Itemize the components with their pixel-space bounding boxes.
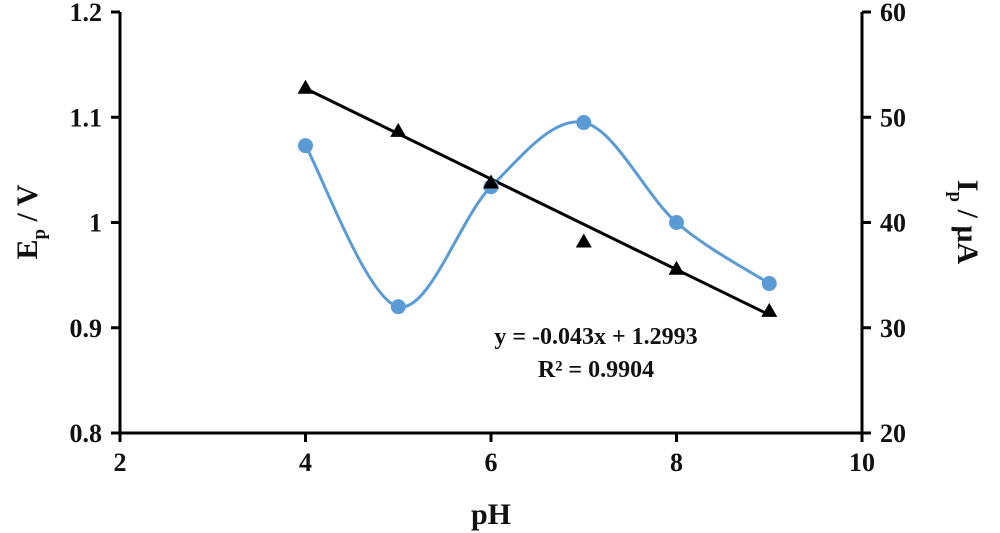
y2-tick-label: 30 [880, 314, 906, 343]
x-axis-label: pH [471, 498, 511, 531]
y-axis-label-main: E [11, 240, 44, 260]
ep-trendline [304, 87, 770, 317]
y-tick-label: 1.2 [70, 0, 103, 27]
ip-data-point [761, 276, 777, 292]
ip-data-point [576, 115, 592, 131]
ip-data-point [669, 215, 684, 230]
ip-data-point [298, 138, 313, 154]
y2-axis-label: Ip / μA [945, 180, 984, 265]
y2-tick-label: 40 [880, 209, 906, 238]
ep-data-point [575, 233, 592, 248]
y2-axis-label-unit: / μA [951, 202, 984, 264]
y2-axis-label-sub: p [945, 192, 966, 203]
ep-data-point [761, 302, 778, 317]
y-tick-label: 1 [89, 209, 102, 238]
y2-tick-label: 60 [880, 0, 906, 27]
x-tick-label: 8 [670, 448, 683, 477]
trendline-equation: y = -0.043x + 1.2993 [494, 324, 697, 350]
trendline-r2: R² = 0.9904 [538, 357, 654, 383]
ep-data-point [390, 122, 407, 137]
y2-axis-label-main: I [951, 180, 984, 192]
axes [111, 10, 871, 442]
plot-area [297, 79, 778, 317]
ep-data-point [668, 260, 685, 275]
y-axis-label-unit: / V [11, 184, 44, 229]
y2-tick-label: 50 [880, 103, 906, 132]
ep-data-point [297, 79, 314, 94]
x-tick-label: 4 [299, 448, 312, 477]
x-tick-label: 10 [849, 448, 875, 477]
y-tick-label: 1.1 [70, 103, 103, 132]
tick-labels: 2 4 6 8 10 0.8 0.9 1 1.1 1.2 20 30 40 50 60 [70, 0, 907, 477]
y2-tick-label: 20 [880, 419, 906, 448]
x-tick-label: 2 [114, 448, 127, 477]
y-axis-label-sub: p [29, 229, 50, 240]
ep-data-point [483, 174, 499, 189]
ip-data-point [390, 299, 406, 315]
y-axis-label: Ep / V [11, 184, 50, 259]
y-tick-label: 0.8 [70, 419, 103, 448]
y-tick-label: 0.9 [70, 314, 103, 343]
x-tick-label: 6 [485, 448, 498, 477]
